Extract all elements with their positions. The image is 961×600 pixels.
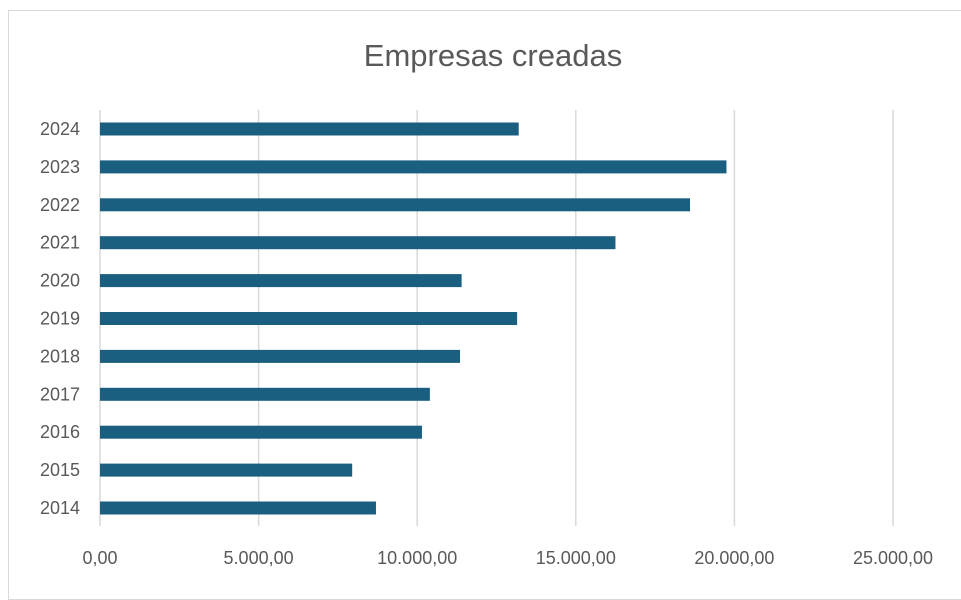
y-tick-label: 2018 [40,346,80,366]
x-tick-label: 5.000,00 [224,548,294,568]
bar-2023 [100,160,727,174]
bar-chart: Empresas creadas 2024 2023 2022 2021 2020 201… [40,38,933,568]
y-tick-label: 2020 [40,271,80,291]
x-tick-label: 10.000,00 [377,548,457,568]
bar-2021 [100,236,616,250]
bar-2022 [100,198,690,212]
bar-2017 [100,387,430,401]
chart-title: Empresas creadas [364,38,622,73]
y-axis-labels: 2024 2023 2022 2021 2020 2019 2018 2017 2016 2015… [40,119,80,518]
y-tick-label: 2023 [40,157,80,177]
bar-2024 [100,122,519,136]
bar-2016 [100,425,422,439]
bar-2020 [100,274,462,288]
y-tick-label: 2014 [40,498,80,518]
y-tick-label: 2024 [40,119,80,139]
bar-2014 [100,501,376,515]
x-axis-labels: 0,00 5.000,00 10.000,00 15.000,00 20.000,00 2… [82,548,933,568]
y-tick-label: 2017 [40,384,80,404]
bar-2015 [100,463,353,477]
bar-2018 [100,349,461,363]
bars [100,122,727,515]
x-tick-label: 25.000,00 [853,548,933,568]
y-tick-label: 2021 [40,233,80,253]
x-tick-label: 20.000,00 [694,548,774,568]
y-tick-label: 2015 [40,460,80,480]
x-tick-label: 0,00 [82,548,117,568]
y-tick-label: 2022 [40,195,80,215]
bar-2019 [100,312,518,325]
x-tick-label: 15.000,00 [536,548,616,568]
y-tick-label: 2019 [40,309,80,329]
y-tick-label: 2016 [40,422,80,442]
